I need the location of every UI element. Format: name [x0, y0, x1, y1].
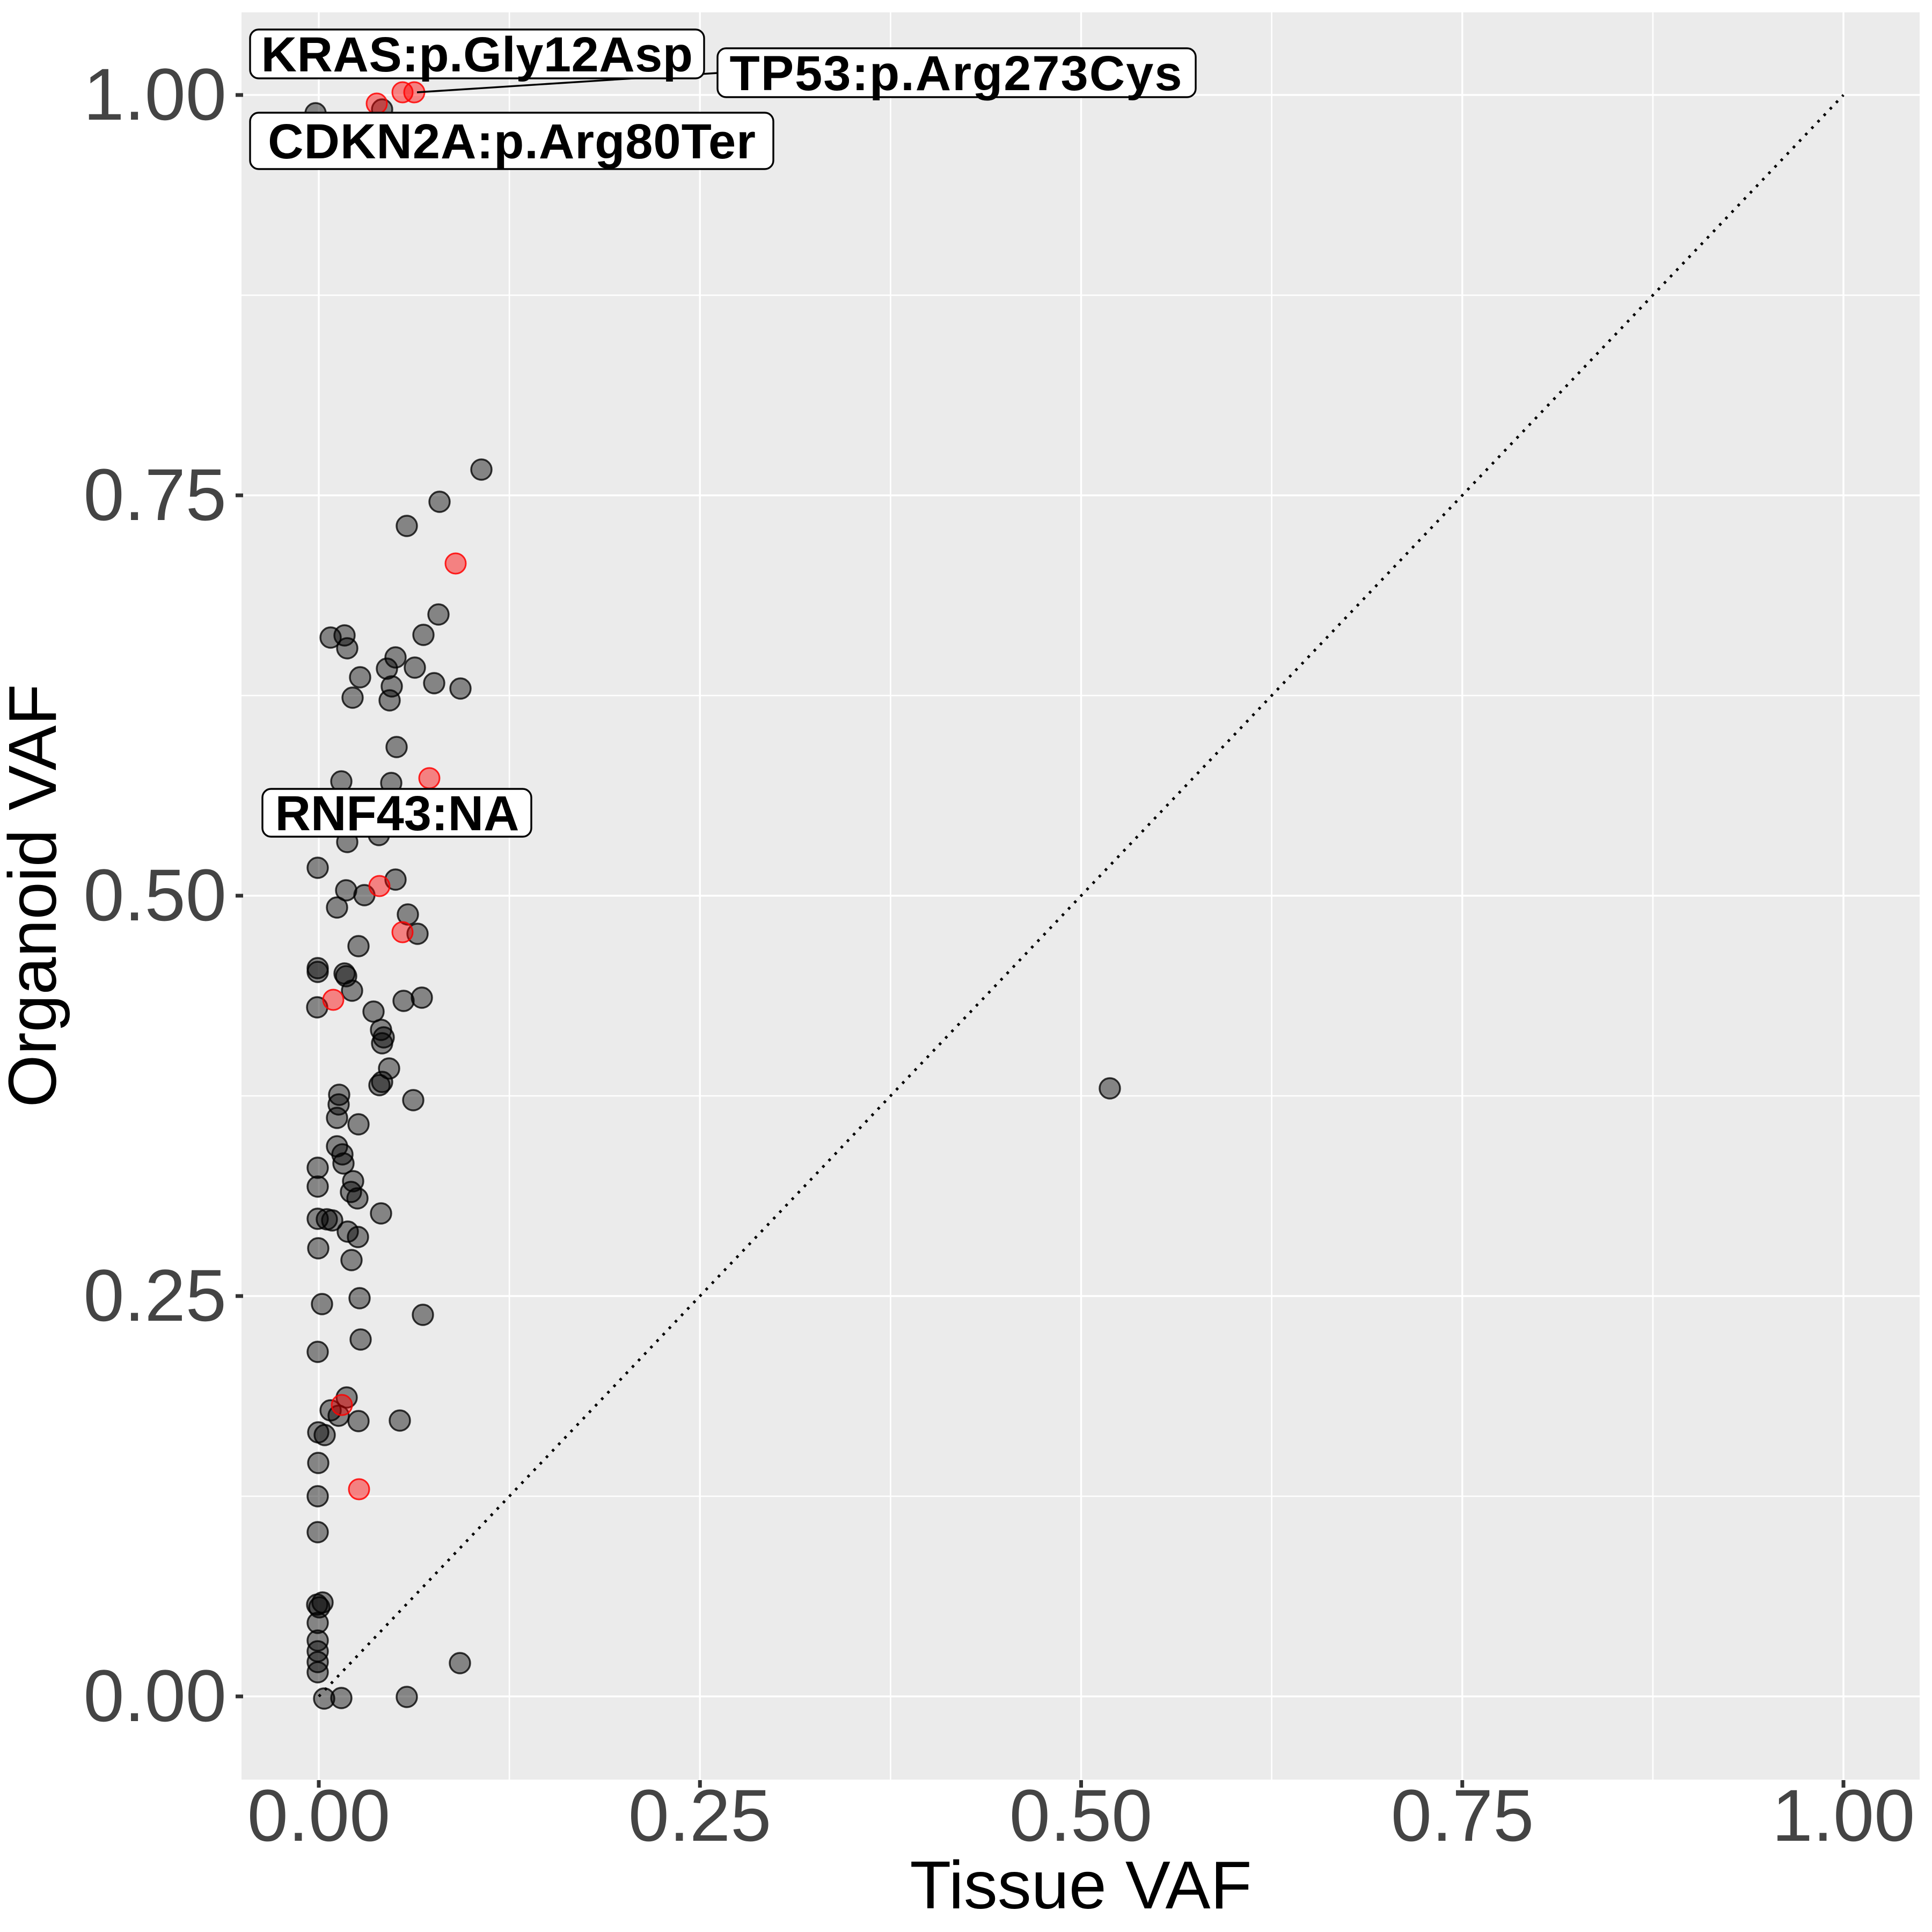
svg-text:0.00: 0.00	[83, 1655, 226, 1737]
svg-text:0.50: 0.50	[1009, 1775, 1153, 1857]
svg-text:Organoid VAF: Organoid VAF	[0, 684, 70, 1107]
svg-text:0.25: 0.25	[628, 1775, 772, 1857]
svg-text:RNF43:NA: RNF43:NA	[275, 786, 519, 841]
svg-text:1.00: 1.00	[83, 54, 226, 136]
svg-text:1.00: 1.00	[1772, 1775, 1915, 1857]
svg-text:Tissue VAF: Tissue VAF	[910, 1847, 1252, 1923]
svg-text:TP53:p.Arg273Cys: TP53:p.Arg273Cys	[730, 46, 1183, 101]
svg-text:0.25: 0.25	[83, 1255, 226, 1337]
svg-text:0.75: 0.75	[83, 454, 226, 536]
svg-text:CDKN2A:p.Arg80Ter: CDKN2A:p.Arg80Ter	[268, 114, 756, 169]
svg-text:0.75: 0.75	[1391, 1775, 1534, 1857]
svg-text:0.50: 0.50	[83, 854, 226, 936]
svg-text:KRAS:p.Gly12Asp: KRAS:p.Gly12Asp	[261, 27, 693, 82]
svg-text:0.00: 0.00	[247, 1775, 391, 1857]
